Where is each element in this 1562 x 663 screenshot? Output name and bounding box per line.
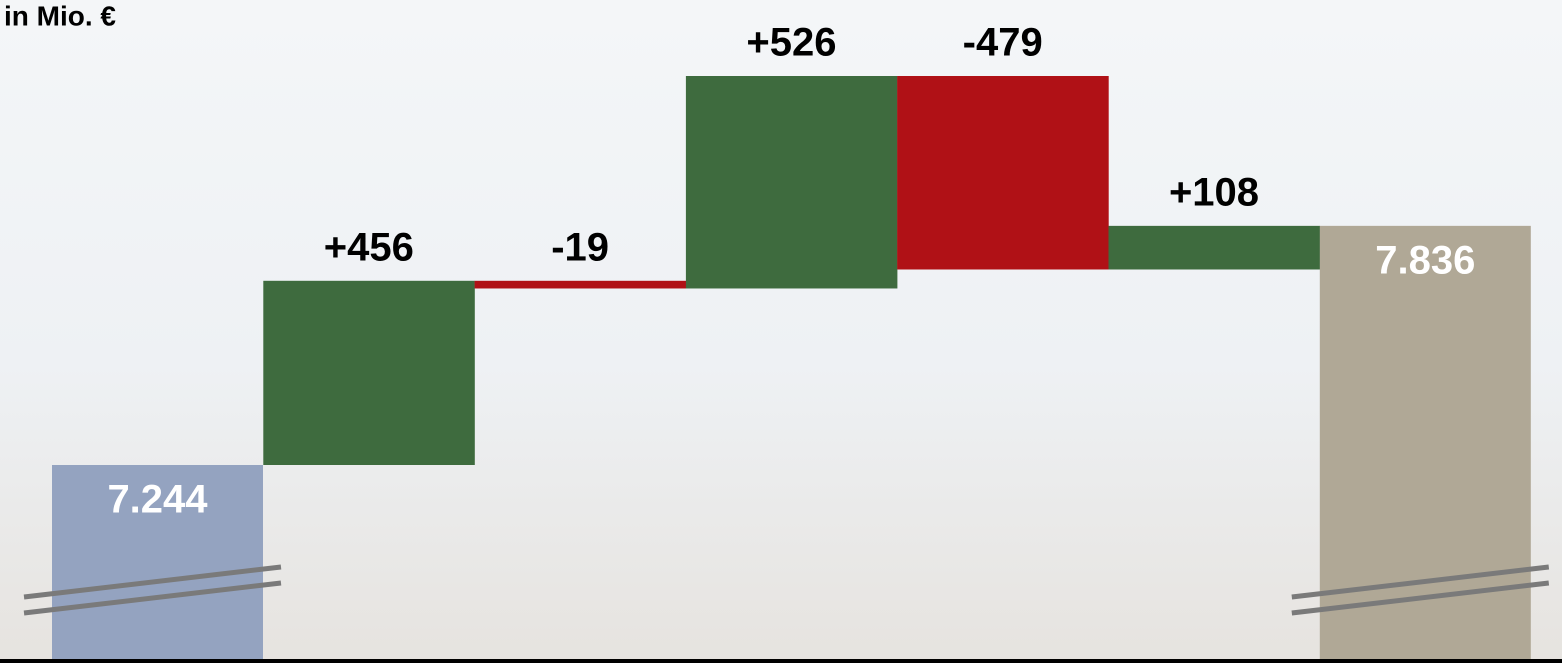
value-label: -19 — [551, 225, 609, 269]
value-label: +456 — [324, 225, 414, 269]
decrease-bar — [474, 280, 687, 289]
increase-bar — [263, 280, 475, 465]
axis-break — [23, 580, 282, 616]
axis-break — [1291, 564, 1550, 600]
chart-title: in Mio. € — [4, 0, 116, 31]
total-bar — [52, 465, 263, 659]
total-bar — [1319, 225, 1531, 660]
axis-break — [23, 564, 282, 600]
value-label: 7.836 — [1375, 238, 1475, 282]
axis-break — [1291, 580, 1550, 616]
increase-bar — [685, 76, 898, 289]
increase-bar — [1108, 225, 1320, 270]
value-label: -479 — [963, 21, 1043, 65]
value-label: +526 — [746, 21, 836, 65]
value-label: 7.244 — [107, 478, 208, 522]
decrease-bar — [897, 76, 1109, 270]
value-label: +108 — [1169, 170, 1259, 214]
